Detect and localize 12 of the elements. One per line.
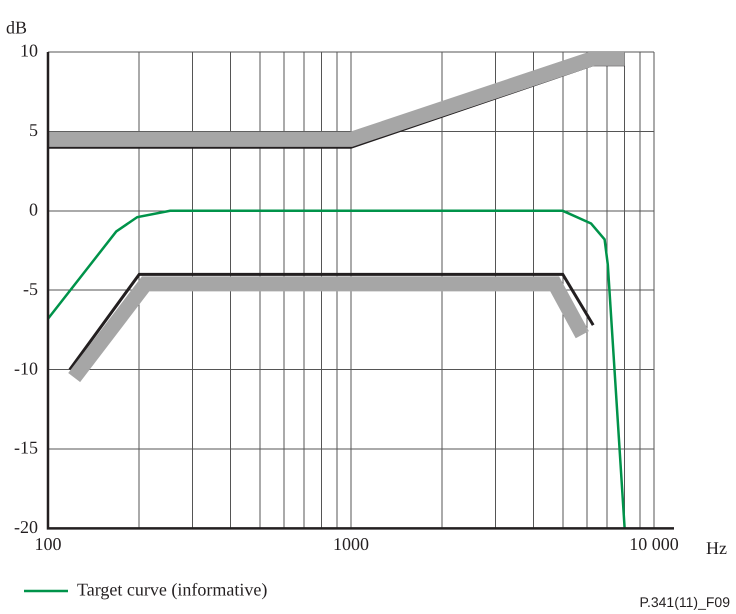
x-tick-label: 1000: [332, 534, 369, 554]
y-tick-label: 5: [28, 120, 38, 140]
y-tick-label: -10: [14, 358, 38, 378]
x-tick-label: 10 000: [629, 534, 679, 554]
y-tick-label: 10: [20, 40, 38, 61]
legend-label: Target curve (informative): [77, 580, 268, 600]
text: P.341(11)_F09: [639, 594, 730, 610]
y-tick-label: 0: [28, 200, 38, 220]
x-axis-title: Hz: [706, 538, 727, 558]
y-tick-label: -15: [14, 438, 38, 458]
y-axis-title: dB: [6, 18, 28, 38]
y-tick-label: -5: [22, 278, 38, 299]
